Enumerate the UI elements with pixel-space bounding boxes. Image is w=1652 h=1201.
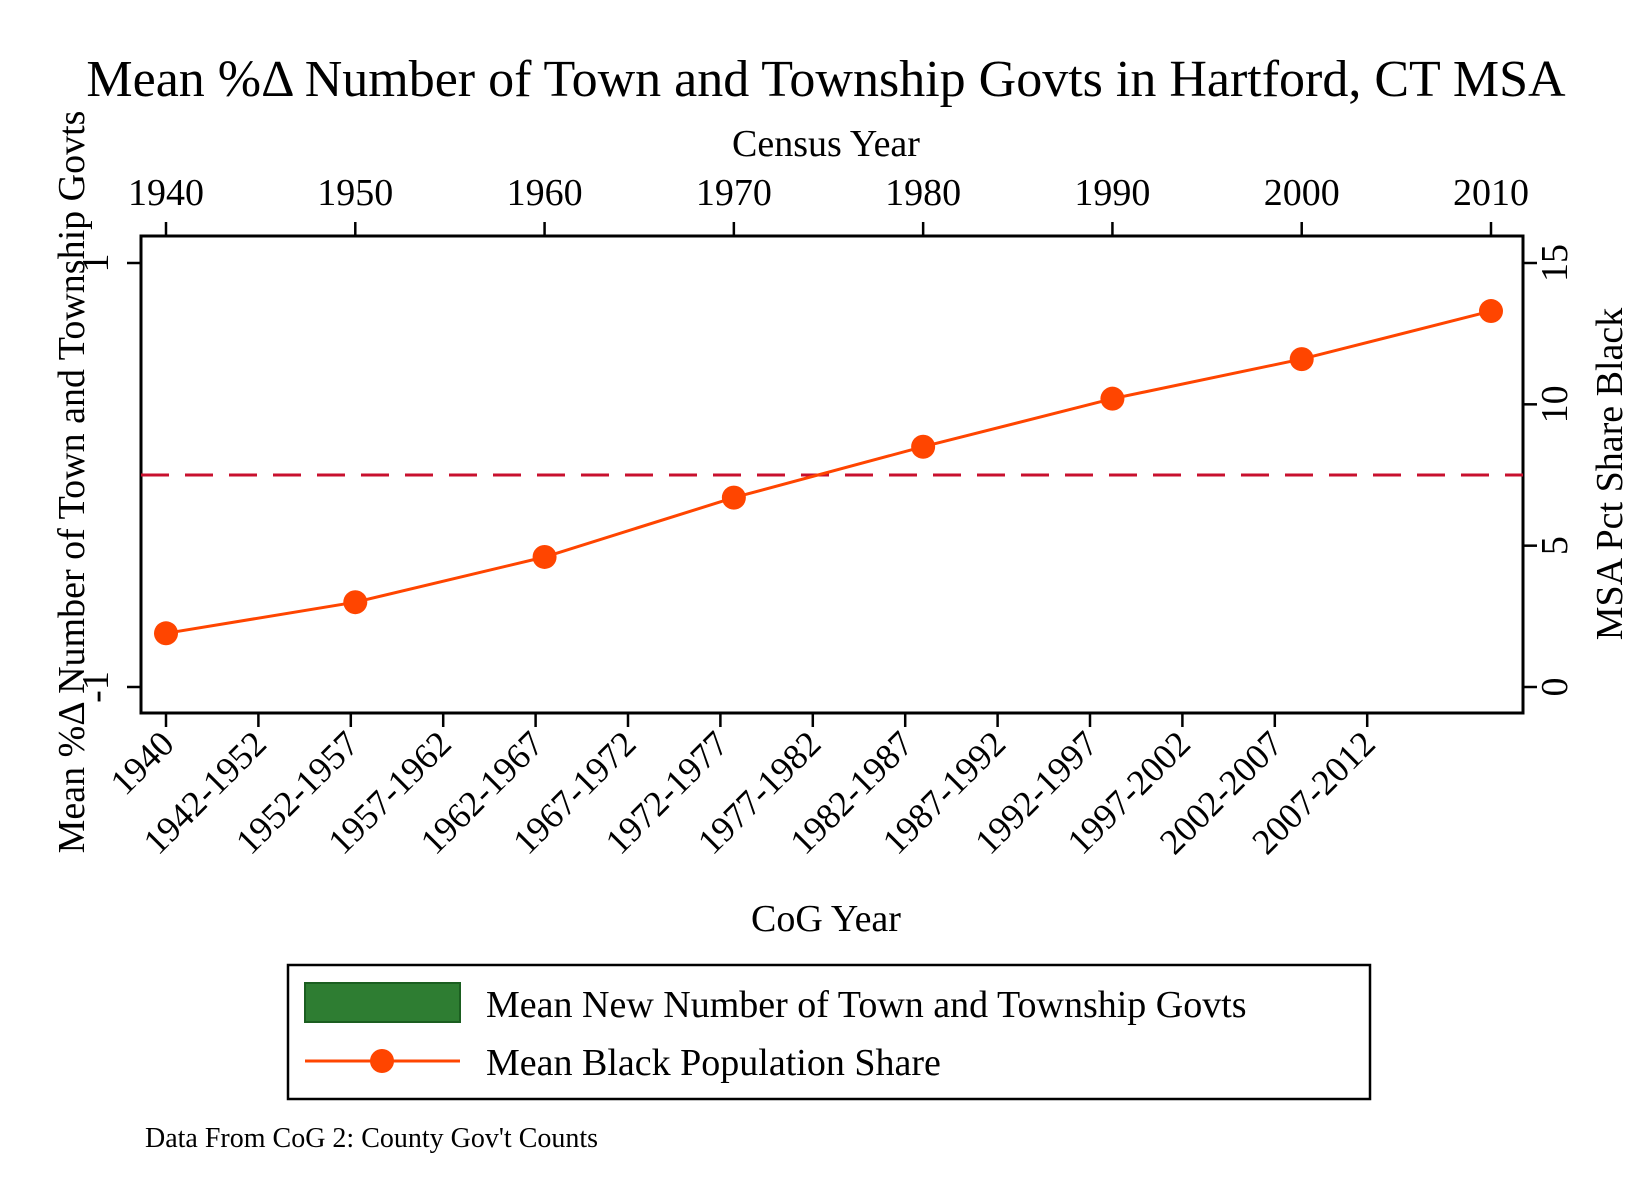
bottom-tick-label-1940: 1940 <box>102 723 181 802</box>
top-tick-label-1970: 1970 <box>696 172 772 214</box>
right-tick-label-10: 10 <box>1534 385 1576 423</box>
point-1940 <box>154 621 178 646</box>
series-markers <box>154 299 1503 646</box>
left-axis-label: Mean %Δ Number of Town and Township Govt… <box>51 111 93 854</box>
top-tick-label-1980: 1980 <box>885 172 961 214</box>
left-axis-ticks: -1 1 <box>75 254 141 703</box>
legend-swatch-bar <box>304 982 461 1023</box>
right-axis-ticks: 0 5 10 15 <box>1523 244 1576 697</box>
left-tick-label-1: -1 <box>75 671 117 703</box>
top-axis-ticks: 1940 1950 1960 1970 1980 1990 2000 2010 <box>128 172 1529 236</box>
top-tick-label-1940: 1940 <box>128 172 204 214</box>
legend: Mean New Number of Town and Township Gov… <box>286 963 1372 1101</box>
top-tick-label-1990: 1990 <box>1074 172 1150 214</box>
data-source-note: Data From CoG 2: County Gov't Counts <box>145 1123 598 1154</box>
legend-label-line: Mean Black Population Share <box>486 1042 941 1084</box>
top-tick-label-1960: 1960 <box>507 172 583 214</box>
series-line-black-population-share <box>165 309 1492 635</box>
top-axis-label: Census Year <box>732 123 920 165</box>
top-tick-label-2010: 2010 <box>1453 172 1529 214</box>
right-axis-label: MSA Pct Share Black <box>1589 308 1631 640</box>
point-2000 <box>1289 347 1314 372</box>
bottom-axis-ticks: 19401942-19521952-19571957-19621962-1967… <box>102 713 1383 862</box>
point-2010 <box>1479 299 1503 324</box>
point-1960 <box>532 544 557 569</box>
top-tick-label-1950: 1950 <box>317 172 393 214</box>
plot-area <box>139 234 1525 715</box>
right-tick-label-15: 15 <box>1534 244 1576 282</box>
legend-swatch-marker <box>370 1049 394 1073</box>
right-tick-label-5: 5 <box>1534 536 1576 555</box>
point-1950 <box>343 590 368 615</box>
point-1980 <box>911 434 936 459</box>
bottom-axis-label: CoG Year <box>751 898 901 940</box>
point-1990 <box>1100 386 1125 411</box>
legend-label-bar: Mean New Number of Town and Township Gov… <box>486 984 1247 1026</box>
legend-box <box>286 963 1372 1101</box>
right-tick-label-0: 0 <box>1534 678 1576 697</box>
point-1970 <box>721 485 746 510</box>
chart-title: Mean %Δ Number of Town and Township Govt… <box>86 51 1566 108</box>
top-tick-label-2000: 2000 <box>1264 172 1340 214</box>
left-tick-label-1: 1 <box>75 254 117 273</box>
